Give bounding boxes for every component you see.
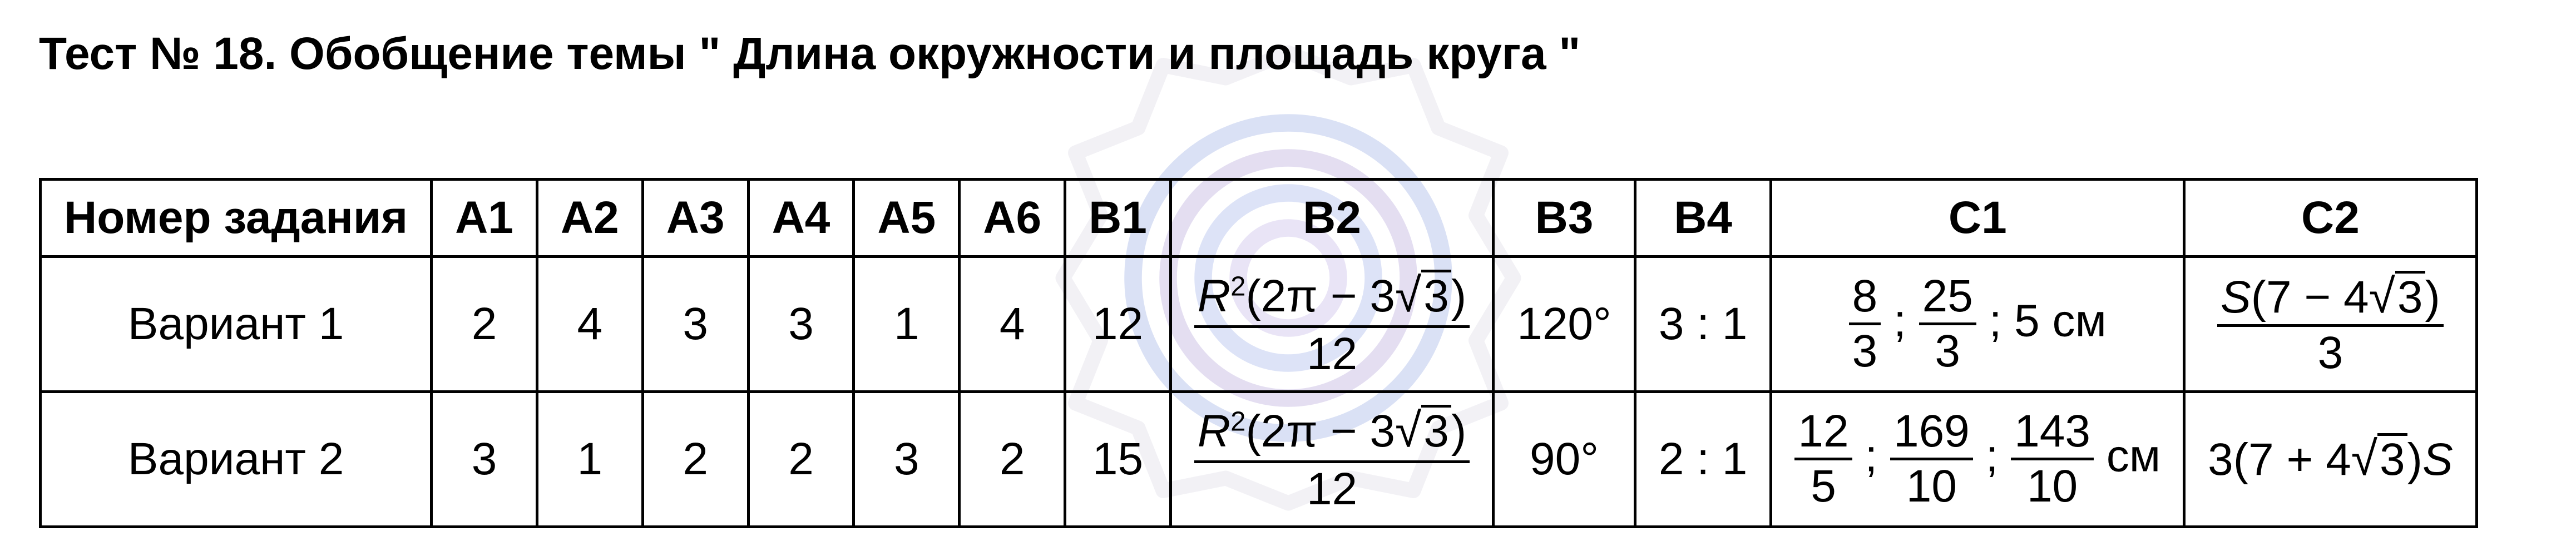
c2-den: 3 [2217,324,2444,378]
b2-sup: 2 [1230,271,1245,302]
c2-inner-sqrt: 3 [2395,271,2425,321]
cell-a6: 2 [960,391,1065,527]
table-row: Вариант 2 3 1 2 2 3 2 15 R2(2π − 3√3) 12… [41,391,2477,527]
c1-f3d: 10 [2011,458,2094,512]
cell-c1: 83 ; 253 ; 5 см [1771,257,2184,392]
col-header-b2: B2 [1170,180,1493,257]
c2-prefix: S [2221,272,2251,322]
b2-den: 12 [1194,325,1470,379]
cell-a1: 2 [432,257,537,392]
col-header-c2: C2 [2184,180,2476,257]
c2-inner-a: 7 − 4 [2266,272,2369,322]
c2-inner-a: 7 + 4 [2248,434,2351,485]
cell-a1: 3 [432,391,537,527]
c1-f1d: 3 [1849,322,1881,376]
cell-b3: 90° [1494,391,1635,527]
c1-sep2: ; [1973,430,2011,481]
col-header-task-number: Номер задания [41,180,432,257]
col-header-a3: A3 [642,180,748,257]
cell-b1: 15 [1065,391,1171,527]
col-header-a5: A5 [854,180,960,257]
c1-f2d: 10 [1890,458,1973,512]
cell-a5: 3 [854,391,960,527]
cell-a5: 1 [854,257,960,392]
col-header-a4: A4 [748,180,854,257]
cell-b1: 12 [1065,257,1171,392]
cell-b3: 120° [1494,257,1635,392]
table-row: Вариант 1 2 4 3 3 1 4 12 R2(2π − 3√3) 12… [41,257,2477,392]
b2-prefix: R [1198,406,1230,456]
col-header-b1: B1 [1065,180,1171,257]
cell-a2: 4 [537,257,642,392]
cell-b4: 2 : 1 [1635,391,1771,527]
col-header-c1: C1 [1771,180,2184,257]
cell-a4: 3 [748,257,854,392]
b2-inner-a: 2π − 3 [1261,271,1395,321]
c1-f2d: 3 [1919,322,1976,376]
cell-a3: 2 [642,391,748,527]
cell-b4: 3 : 1 [1635,257,1771,392]
c1-sep1: ; [1852,430,1890,481]
cell-a3: 3 [642,257,748,392]
c1-tail: см [2094,430,2160,481]
cell-c1: 125 ; 16910 ; 14310 см [1771,391,2184,527]
c1-f1n: 12 [1794,406,1852,458]
cell-c2: S(7 − 4√3) 3 [2184,257,2476,392]
cell-b2: R2(2π − 3√3) 12 [1170,391,1493,527]
c2-inner-sqrt: 3 [2377,433,2407,484]
b2-sup: 2 [1230,406,1245,437]
row-label: Вариант 1 [41,257,432,392]
col-header-a2: A2 [537,180,642,257]
b2-den: 12 [1194,460,1470,514]
b2-inner-sqrt: 3 [1421,270,1451,320]
col-header-b4: B4 [1635,180,1771,257]
c1-f1n: 8 [1849,271,1881,322]
col-header-a6: A6 [960,180,1065,257]
cell-b2: R2(2π − 3√3) 12 [1170,257,1493,392]
b2-inner-sqrt: 3 [1421,405,1451,455]
page-title: Тест № 18. Обобщение темы " Длина окружн… [39,28,1580,80]
cell-c2: 3(7 + 4√3)S [2184,391,2476,527]
c1-f2n: 169 [1890,406,1973,458]
c1-f3n: 143 [2011,406,2094,458]
c1-tail: ; 5 см [1976,296,2107,346]
c1-f1d: 5 [1794,458,1852,512]
row-label: Вариант 2 [41,391,432,527]
table-header-row: Номер задания A1 A2 A3 A4 A5 A6 B1 B2 B3… [41,180,2477,257]
cell-a2: 1 [537,391,642,527]
cell-a4: 2 [748,391,854,527]
c2-trail: S [2422,434,2453,485]
answers-table: Номер задания A1 A2 A3 A4 A5 A6 B1 B2 B3… [39,178,2478,528]
c1-sep1: ; [1881,296,1919,346]
c2-lead: 3 [2208,434,2233,485]
b2-prefix: R [1198,271,1230,321]
c1-f2n: 25 [1919,271,1976,322]
col-header-b3: B3 [1494,180,1635,257]
col-header-a1: A1 [432,180,537,257]
b2-inner-a: 2π − 3 [1261,406,1395,456]
cell-a6: 4 [960,257,1065,392]
